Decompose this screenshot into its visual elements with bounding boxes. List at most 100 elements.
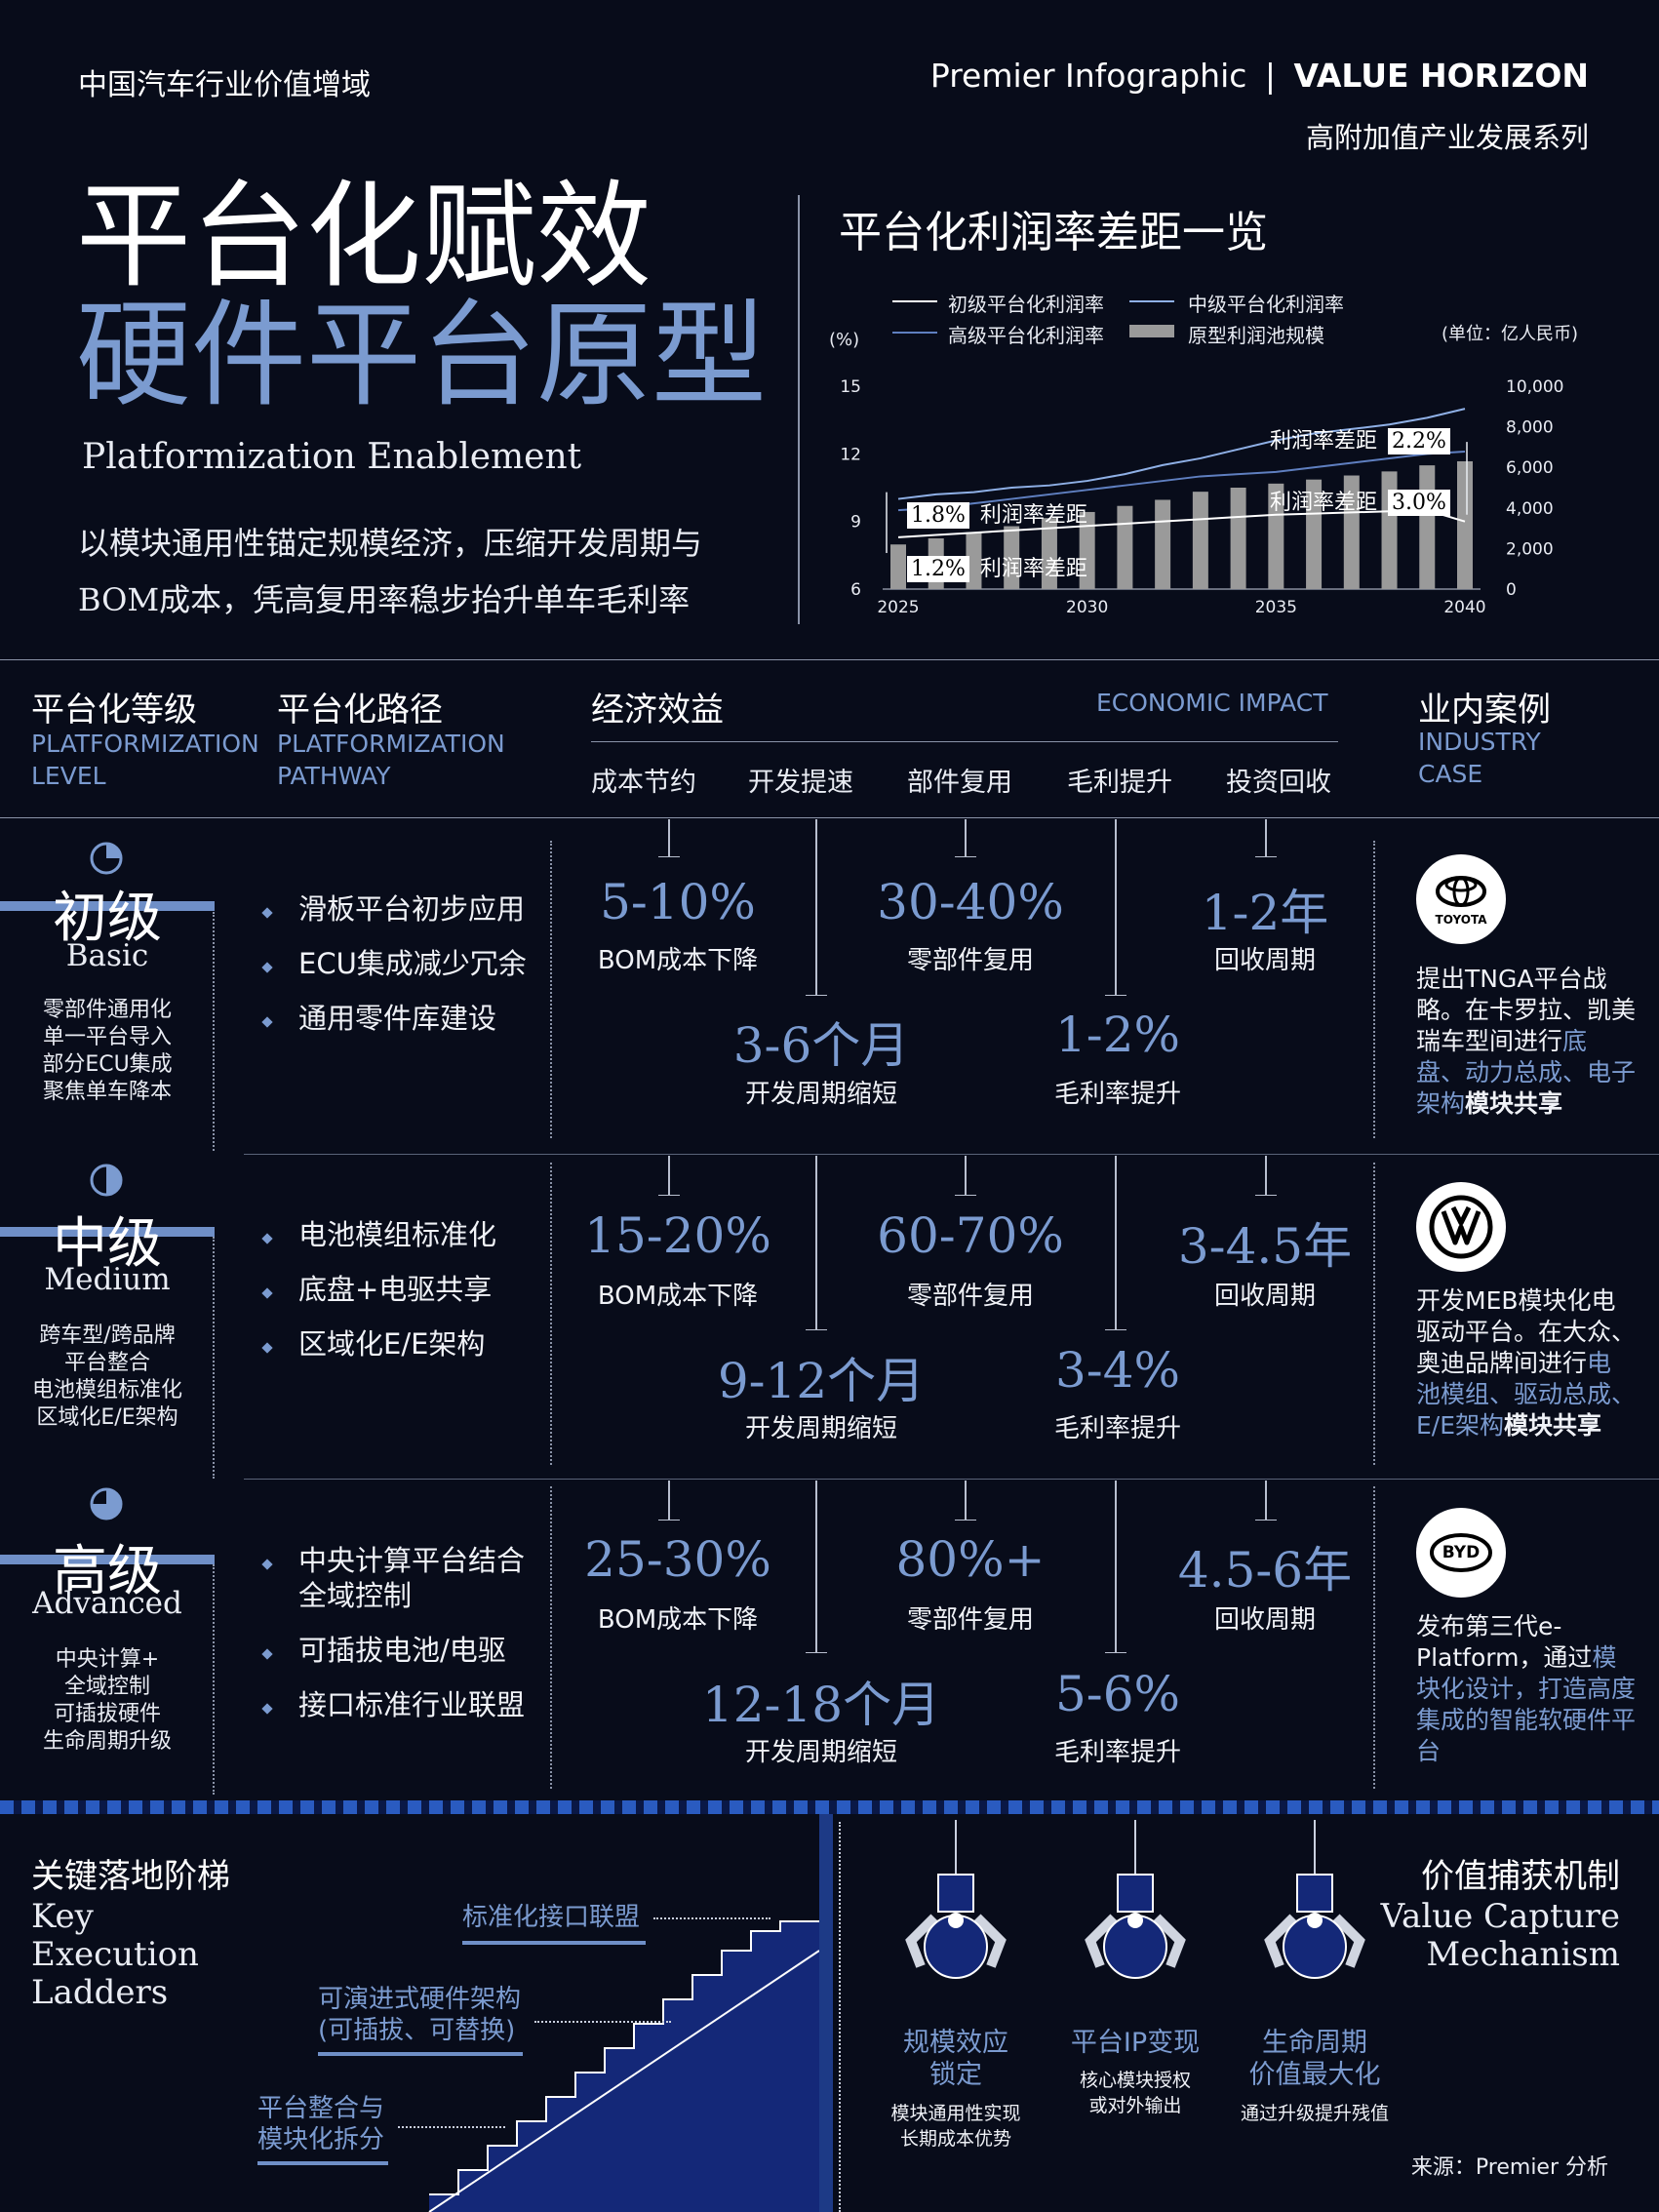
ladder-step-1: 平台整合与 模块化拆分 bbox=[257, 2093, 384, 2155]
metric-bom: 25-30% bbox=[584, 1531, 771, 1588]
annotation-gap-1: 利润率差距 2.2% bbox=[1270, 423, 1450, 454]
mechanism-1-desc: 模块通用性实现 长期成本优势 bbox=[858, 2101, 1053, 2152]
bar-2033 bbox=[1192, 492, 1208, 589]
case-byd-text: 发布第三代e-Platform，通过 bbox=[1416, 1612, 1593, 1672]
bullet-diamond bbox=[261, 1287, 273, 1299]
level-advanced-desc-3: 可插拔硬件 bbox=[53, 1702, 161, 1726]
robotic-claw-icon bbox=[1264, 1820, 1365, 1979]
level-advanced-desc-2: 全域控制 bbox=[63, 1675, 150, 1699]
connector-line bbox=[1115, 1156, 1117, 1329]
header-path-cn: 平台化路径 bbox=[277, 691, 443, 730]
column-divider bbox=[1373, 1163, 1375, 1465]
metric-reuse: 60-70% bbox=[877, 1207, 1064, 1264]
tick-cap bbox=[1255, 1195, 1277, 1196]
metric-dev: 9-12个月 bbox=[717, 1353, 926, 1409]
metric-payback-caption: 回收周期 bbox=[1213, 946, 1316, 975]
ladder-title-en-2: Execution bbox=[31, 1935, 199, 1974]
chart-plot: 6 9 12 15 0 2,000 4,000 6,000 8,000 10,000 2025 203… bbox=[840, 377, 1563, 617]
bullet-diamond bbox=[261, 1016, 273, 1028]
path-item: 接口标准行业联盟 bbox=[298, 1688, 526, 1721]
ladder-step-2-underline bbox=[318, 2052, 523, 2056]
bar-2040 bbox=[1457, 460, 1473, 589]
ladder-step-2: 可演进式硬件架构 (可插拔、可替换) bbox=[318, 1984, 521, 2046]
tick-cap bbox=[1105, 1329, 1126, 1330]
header-case-en2: CASE bbox=[1418, 760, 1483, 788]
mechanism-2-title: 平台IP变现 bbox=[1038, 2027, 1233, 2059]
hero-subtitle: 以模块通用性锚定规模经济，压缩开发周期与 BOM成本，凭高复用率稳步抬升单车毛利… bbox=[78, 515, 780, 628]
ladder-step-2-line1: 可演进式硬件架构 bbox=[318, 1985, 522, 2014]
metric-reuse-caption: 零部件复用 bbox=[906, 1605, 1034, 1635]
level-advanced-en: Advanced bbox=[32, 1586, 182, 1621]
mechanism-1-title-line2: 锁定 bbox=[929, 2060, 982, 2090]
metric-reuse: 80%+ bbox=[895, 1531, 1046, 1588]
metric-dev: 12-18个月 bbox=[701, 1677, 941, 1733]
toyota-logo: TOYOTA bbox=[1416, 854, 1506, 944]
x-tick: 2035 bbox=[1255, 598, 1297, 617]
ladder-step-3-leader bbox=[653, 1917, 770, 1919]
level-basic-desc-1: 零部件通用化 bbox=[42, 998, 172, 1022]
subhead-reuse: 部件复用 bbox=[907, 768, 1012, 798]
y-left-tick: 12 bbox=[840, 445, 861, 464]
tick-cap bbox=[1255, 856, 1277, 857]
path-item: 区域化E/E架构 bbox=[298, 1327, 486, 1361]
series-line-1 bbox=[897, 509, 1466, 538]
annotation-gap-3: 1.8% 利润率差距 bbox=[907, 497, 1087, 529]
ladder-step-2-leader bbox=[534, 2021, 671, 2023]
metric-payback: 4.5-6年 bbox=[1177, 1542, 1353, 1599]
half-pie-icon bbox=[90, 1164, 123, 1197]
tick bbox=[668, 819, 670, 856]
connector-line bbox=[1115, 819, 1117, 995]
bar-2029 bbox=[1041, 518, 1057, 589]
tick-cap bbox=[806, 995, 827, 996]
bar-2035 bbox=[1268, 483, 1284, 589]
staircase-illustration bbox=[428, 1920, 819, 2212]
path-item: 电池模组标准化 bbox=[298, 1218, 497, 1251]
case-vw-text: 开发MEB模块化电驱动平台。在大众、奥迪品牌间进行 bbox=[1416, 1286, 1637, 1377]
column-divider bbox=[550, 1486, 552, 1789]
column-divider bbox=[550, 1163, 552, 1465]
bottom-divider-bar bbox=[819, 1814, 833, 2212]
ladder-title-en-3: Ladders bbox=[31, 1973, 169, 2012]
level-connector bbox=[213, 1237, 215, 1479]
header-path-en2: PATHWAY bbox=[277, 762, 391, 790]
metric-payback-caption: 回收周期 bbox=[1213, 1605, 1316, 1635]
legend-swatch-pool bbox=[1129, 325, 1174, 337]
metric-bom-caption: BOM成本下降 bbox=[597, 1605, 759, 1635]
hero-subtitle-line1: 以模块通用性锚定规模经济，压缩开发周期与 bbox=[78, 525, 703, 562]
bar-2025 bbox=[890, 544, 906, 589]
mechanism-2-desc: 核心模块授权 或对外输出 bbox=[1038, 2068, 1233, 2118]
header-path-en1: PLATFORMIZATION bbox=[277, 730, 505, 758]
header-level-en: PLATFORMIZATION LEVEL bbox=[31, 728, 259, 792]
metric-reuse-caption: 零部件复用 bbox=[906, 946, 1034, 975]
header-level-en1: PLATFORMIZATION bbox=[31, 730, 259, 758]
bar-2037 bbox=[1343, 475, 1360, 589]
path-item: ECU集成减少冗余 bbox=[298, 947, 527, 980]
tick bbox=[668, 1481, 670, 1520]
y-left-tick: 6 bbox=[850, 580, 861, 600]
connector-line bbox=[815, 1156, 817, 1329]
volkswagen-logo bbox=[1416, 1182, 1506, 1272]
metric-margin: 5-6% bbox=[1054, 1666, 1181, 1722]
tick bbox=[965, 1156, 967, 1195]
y-right-tick: 2,000 bbox=[1506, 539, 1554, 559]
mechanism-3-desc: 通过升级提升残值 bbox=[1217, 2101, 1412, 2126]
header-econ-cn: 经济效益 bbox=[591, 691, 724, 730]
series-line-3 bbox=[897, 451, 1466, 512]
three-quarter-pie-icon bbox=[90, 1487, 123, 1521]
level-bar-basic bbox=[0, 901, 215, 911]
toyota-logo-text: TOYOTA bbox=[1435, 913, 1487, 927]
bar-2032 bbox=[1155, 499, 1171, 589]
tick bbox=[668, 1156, 670, 1195]
hero-title-line1: 平台化赋效 bbox=[76, 169, 652, 303]
metric-bom-caption: BOM成本下降 bbox=[597, 946, 759, 975]
robotic-claw-icon bbox=[1085, 1820, 1186, 1979]
header-case-en1: INDUSTRY bbox=[1418, 728, 1541, 756]
section-stripe bbox=[0, 1800, 1659, 1814]
bar-2036 bbox=[1306, 479, 1323, 589]
metric-bom-caption: BOM成本下降 bbox=[597, 1282, 759, 1311]
robotic-claw-icon bbox=[905, 1820, 1007, 1979]
case-toyota-bold: 模块共享 bbox=[1465, 1089, 1563, 1118]
header-series: 高附加值产业发展系列 bbox=[1305, 121, 1589, 154]
level-advanced-desc: 中央计算+ 全域控制 可插拔硬件 生命周期升级 bbox=[0, 1646, 215, 1756]
mechanism-title: 价值捕获机制 bbox=[1421, 1857, 1620, 1896]
